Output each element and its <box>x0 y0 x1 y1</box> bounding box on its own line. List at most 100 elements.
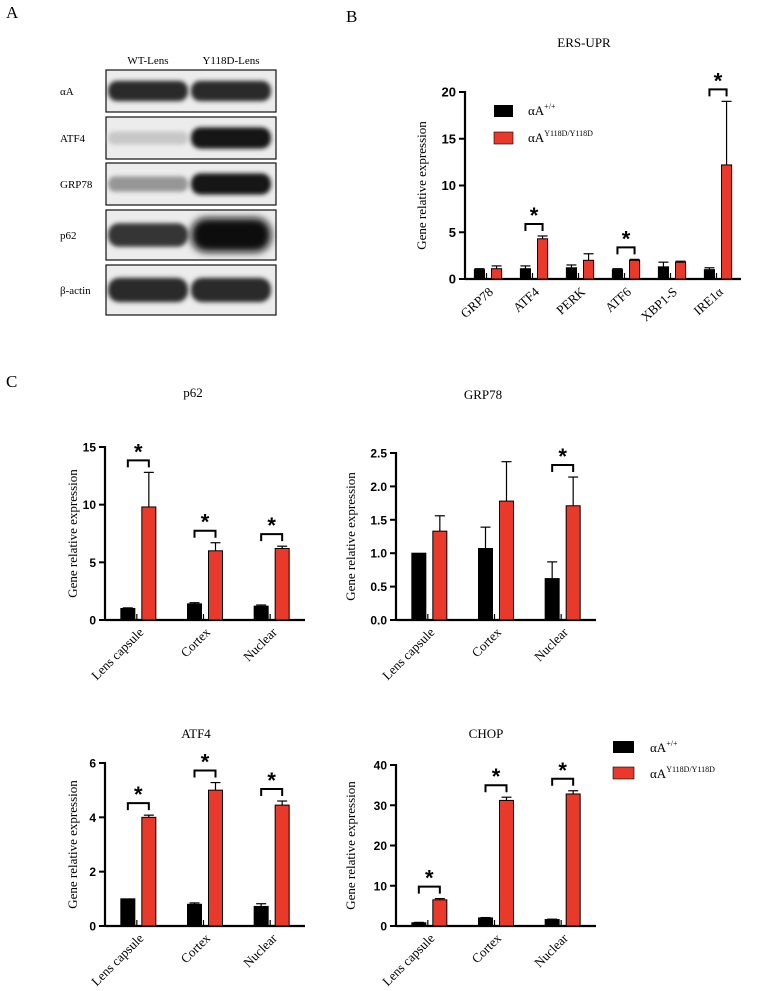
blot-band-mut <box>191 277 271 303</box>
y-axis-label: Gene relative expression <box>343 472 358 601</box>
y-tick-label: 4 <box>89 811 96 825</box>
bar-mut <box>499 500 514 621</box>
significance-bracket <box>484 784 508 793</box>
bar-mut <box>274 804 290 927</box>
bar-mut <box>629 259 641 280</box>
significance-star: * <box>714 68 723 93</box>
x-tick-label: Lens capsule <box>88 624 146 682</box>
significance-bracket <box>260 533 284 542</box>
chart-chop: CHOP 0 10 20 30 40 Gene relative expression Le… <box>343 726 596 989</box>
significance-star: * <box>558 758 567 783</box>
blot-row-label: GRP78 <box>60 179 93 191</box>
blot-band-mut <box>191 218 271 252</box>
y-tick-label: 10 <box>442 178 456 193</box>
legend-swatch-mut <box>493 131 514 145</box>
x-tick-label: IRE1α <box>691 284 727 318</box>
significance-star: * <box>201 510 210 535</box>
significance-bracket <box>193 769 217 778</box>
blot-row: β-actin <box>60 264 277 316</box>
significance-bracket <box>551 777 575 786</box>
x-tick-label: XBP1-S <box>638 284 680 324</box>
significance-bracket <box>126 802 150 811</box>
blot-row-label: αA <box>60 86 74 98</box>
legend-panel-b: αA+/+ αAY118D/Y118D <box>493 102 593 145</box>
blot-row: GRP78 <box>60 162 277 206</box>
blot-band-wt <box>108 176 188 192</box>
significance-star: * <box>558 444 567 469</box>
bar-wt <box>544 919 560 927</box>
bar-mut <box>141 816 157 927</box>
panel-label-b: B <box>346 7 358 26</box>
x-tick-label: Nuclear <box>240 624 280 664</box>
y-axis-label: Gene relative expression <box>414 121 429 250</box>
blot-row: p62 <box>60 209 277 261</box>
y-tick-label: 0 <box>380 920 387 934</box>
significance-bracket <box>193 529 217 538</box>
y-tick-label: 15 <box>83 441 97 455</box>
significance-star: * <box>267 513 276 538</box>
blot-row-label: ATF4 <box>60 133 86 145</box>
blot-band-mut <box>191 127 271 149</box>
y-tick-label: 15 <box>442 131 456 146</box>
y-tick-label: 0 <box>449 272 456 287</box>
bar-wt <box>519 268 532 280</box>
y-tick-label: 6 <box>89 757 96 771</box>
legend-label-mut: αAY118D/Y118D <box>528 129 593 145</box>
x-tick-label: Lens capsule <box>379 930 437 988</box>
legend-panel-c: αA+/+ αAY118D/Y118D <box>612 739 715 781</box>
x-tick-label: Lens capsule <box>88 930 146 988</box>
chart-title-ers-upr: ERS-UPR <box>557 35 611 50</box>
y-tick-label: 40 <box>374 759 388 773</box>
y-tick-label: 0.5 <box>370 580 387 594</box>
blot-band-wt <box>108 223 188 247</box>
y-tick-label: 5 <box>89 556 96 570</box>
x-tick-label: Cortex <box>177 624 213 660</box>
bar-mut <box>432 899 448 927</box>
x-tick-label: Cortex <box>468 930 504 966</box>
blot-band-mut <box>191 80 271 102</box>
blot-band-wt <box>108 277 188 303</box>
bar-wt <box>657 266 670 280</box>
y-tick-label: 0.0 <box>370 614 387 628</box>
bar-wt <box>187 603 202 621</box>
significance-bracket <box>260 788 284 797</box>
bar-wt <box>478 548 493 621</box>
legend-swatch-wt-c <box>613 741 634 753</box>
y-tick-label: 20 <box>442 85 456 100</box>
bar-wt <box>253 605 269 621</box>
legend-label-mut-c: αAY118D/Y118D <box>650 765 715 781</box>
significance-star: * <box>622 226 631 251</box>
bar-wt <box>120 898 136 927</box>
chart-title-grp78: GRP78 <box>464 387 502 402</box>
bar-mut <box>432 530 448 621</box>
y-axis-label: Gene relative expression <box>65 469 80 598</box>
blot-band-wt <box>108 80 188 102</box>
blot-band-mut <box>191 173 271 195</box>
significance-star: * <box>201 750 210 775</box>
bar-wt <box>187 903 202 927</box>
chart-ers-upr: ERS-UPR 0 5 10 15 20 Gene relative expression… <box>414 35 741 324</box>
blot-row: αA <box>60 69 277 113</box>
y-axis-label: Gene relative expression <box>343 781 358 910</box>
x-tick-label: ATF4 <box>510 284 542 315</box>
significance-star: * <box>425 866 434 891</box>
significance-bracket <box>126 459 150 468</box>
x-tick-label: GRP78 <box>458 284 496 321</box>
significance-bracket <box>616 246 636 255</box>
western-blot: WT-Lens Y118D-Lens αA ATF4 GRP78 p62 β-actin <box>60 55 277 316</box>
significance-star: * <box>134 439 143 464</box>
bar-mut <box>491 268 503 280</box>
y-tick-label: 0 <box>89 614 96 628</box>
bar-wt <box>478 917 493 927</box>
x-tick-label: Nuclear <box>531 624 571 664</box>
bar-mut <box>499 799 514 927</box>
bar-wt <box>611 269 624 280</box>
bar-mut <box>208 789 223 927</box>
panel-label-a: A <box>6 3 19 22</box>
legend-label-wt: αA+/+ <box>528 102 556 118</box>
chart-grp78: GRP78 0.0 0.5 1.0 1.5 2.0 2.5 Gene relative ex… <box>343 387 596 683</box>
blot-lane-label-wt: WT-Lens <box>127 55 168 67</box>
bar-mut <box>565 793 581 927</box>
